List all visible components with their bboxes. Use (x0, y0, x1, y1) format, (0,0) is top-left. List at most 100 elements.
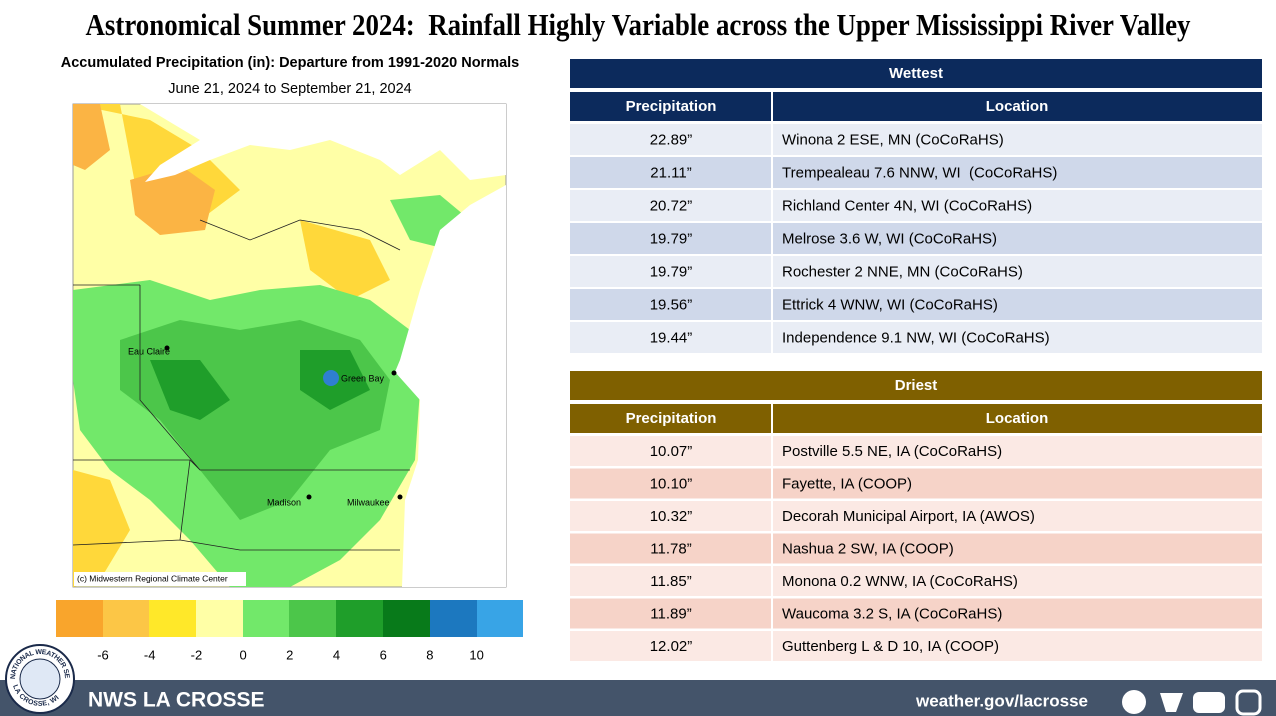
legend-label: 4 (333, 647, 340, 662)
facebook-icon (1122, 690, 1146, 714)
location-cell: Richland Center 4N, WI (CoCoRaHS) (782, 197, 1032, 214)
legend-label: 2 (286, 647, 293, 662)
table-title-bar (570, 371, 1262, 400)
legend-swatch (56, 600, 103, 637)
legend-swatch (383, 600, 430, 637)
location-cell: Ettrick 4 WNW, WI (CoCoRaHS) (782, 296, 998, 313)
location-cell: Monona 0.2 WNW, IA (CoCoRaHS) (782, 573, 1018, 590)
tables: Wettest Precipitation Location 22.89” Winona… (570, 59, 1262, 661)
legend-swatch (149, 600, 196, 637)
precipitation-cell: 10.07” (650, 443, 693, 460)
legend-swatch (196, 600, 243, 637)
precipitation-cell: 19.56” (650, 296, 693, 313)
column-header (773, 92, 1262, 121)
location-cell: Rochester 2 NNE, MN (CoCoRaHS) (782, 263, 1023, 280)
legend-label: -4 (144, 647, 156, 662)
state-borders (72, 219, 410, 551)
map: Eau Claire Green Bay Madison Milwaukee (… (72, 103, 507, 588)
location-cell: Trempealeau 7.6 NNW, WI (CoCoRaHS) (782, 164, 1057, 181)
column-header-text: Location (986, 98, 1049, 115)
location-cell: Waucoma 3.2 S, IA (CoCoRaHS) (782, 605, 1002, 622)
table-row (570, 436, 1262, 466)
precipitation-cell: 20.72” (650, 197, 693, 214)
map-subtitle: June 21, 2024 to September 21, 2024 (168, 81, 411, 97)
city-dot (397, 494, 403, 500)
lake-superior (140, 104, 506, 182)
region-dry (73, 470, 130, 587)
table-title: Wettest (889, 65, 943, 82)
precipitation-cell: 19.79” (650, 230, 693, 247)
city-dot (391, 370, 397, 376)
precipitation-cell: 10.10” (650, 475, 693, 492)
location-cell: Melrose 3.6 W, WI (CoCoRaHS) (782, 230, 997, 247)
region-dry (300, 220, 390, 300)
precipitation-cell: 22.89” (650, 131, 693, 148)
table-row (570, 533, 1262, 564)
table-row (570, 598, 1262, 629)
table-row (570, 190, 1262, 221)
column-header (570, 92, 771, 121)
precipitation-cell: 11.85” (650, 573, 691, 590)
legend-label: 10 (469, 647, 483, 662)
legend-swatch (477, 600, 523, 637)
footer-bar (0, 680, 1276, 716)
region-very-dry (130, 165, 215, 235)
table-title: Driest (895, 377, 938, 394)
youtube-icon (1193, 692, 1225, 713)
precipitation-cell: 19.79” (650, 263, 693, 280)
table-row (570, 157, 1262, 188)
city-label: Milwaukee (347, 497, 390, 507)
column-header-text: Location (986, 410, 1049, 427)
precipitation-cell: 10.32” (650, 508, 693, 525)
lake-michigan (395, 185, 506, 587)
region-much-wetter (150, 360, 230, 420)
legend-swatch (336, 600, 383, 637)
legend-swatch (103, 600, 149, 637)
table-row (570, 566, 1262, 596)
table-row (570, 501, 1262, 531)
table-title-bar (570, 59, 1262, 88)
table-row (570, 322, 1262, 353)
precipitation-cell: 21.11” (650, 164, 691, 181)
instagram-icon (1235, 689, 1262, 716)
column-header-text: Precipitation (626, 98, 717, 115)
city-dot (306, 494, 312, 500)
legend-label: 0 (239, 647, 246, 662)
location-cell: Guttenberg L & D 10, IA (COOP) (782, 638, 999, 655)
logo-center (19, 658, 61, 700)
precipitation-cell: 12.02” (650, 638, 693, 655)
legend-swatch (243, 600, 289, 637)
credit-box (74, 572, 246, 586)
legend-label: 8 (426, 647, 433, 662)
table-row (570, 468, 1262, 499)
table-row (570, 124, 1262, 155)
slide-title: Astronomical Summer 2024: Rainfall Highl… (86, 7, 1191, 42)
table-row (570, 289, 1262, 320)
footer-office: NWS LA CROSSE (88, 689, 265, 712)
column-header (773, 404, 1262, 433)
precipitation-cell: 19.44” (650, 329, 693, 346)
precipitation-cell: 11.78” (650, 540, 691, 557)
footer-url: weather.gov/lacrosse (915, 691, 1088, 710)
precipitation-cell: 11.89” (650, 605, 691, 622)
city-label: Eau Claire (128, 346, 170, 356)
social-icons (1122, 689, 1262, 716)
legend-label: 6 (380, 647, 387, 662)
column-header-text: Precipitation (626, 410, 717, 427)
city-dot (164, 345, 170, 351)
legend-swatch (430, 600, 477, 637)
location-cell: Postville 5.5 NE, IA (CoCoRaHS) (782, 443, 1002, 460)
wettest-table: Wettest Precipitation Location 22.89” Winona… (570, 59, 1262, 353)
city-label: Green Bay (341, 373, 385, 383)
map-title: Accumulated Precipitation (in): Departur… (61, 55, 520, 71)
legend-label: -2 (191, 647, 203, 662)
map-credit: (c) Midwestern Regional Climate Center (77, 573, 228, 583)
location-cell: Winona 2 ESE, MN (CoCoRaHS) (782, 131, 1004, 148)
location-cell: Nashua 2 SW, IA (COOP) (782, 540, 954, 557)
location-cell: Fayette, IA (COOP) (782, 475, 912, 492)
column-header (570, 404, 771, 433)
region-very-dry (73, 104, 110, 170)
twitter-icon (1160, 693, 1183, 712)
table-row (570, 631, 1262, 661)
